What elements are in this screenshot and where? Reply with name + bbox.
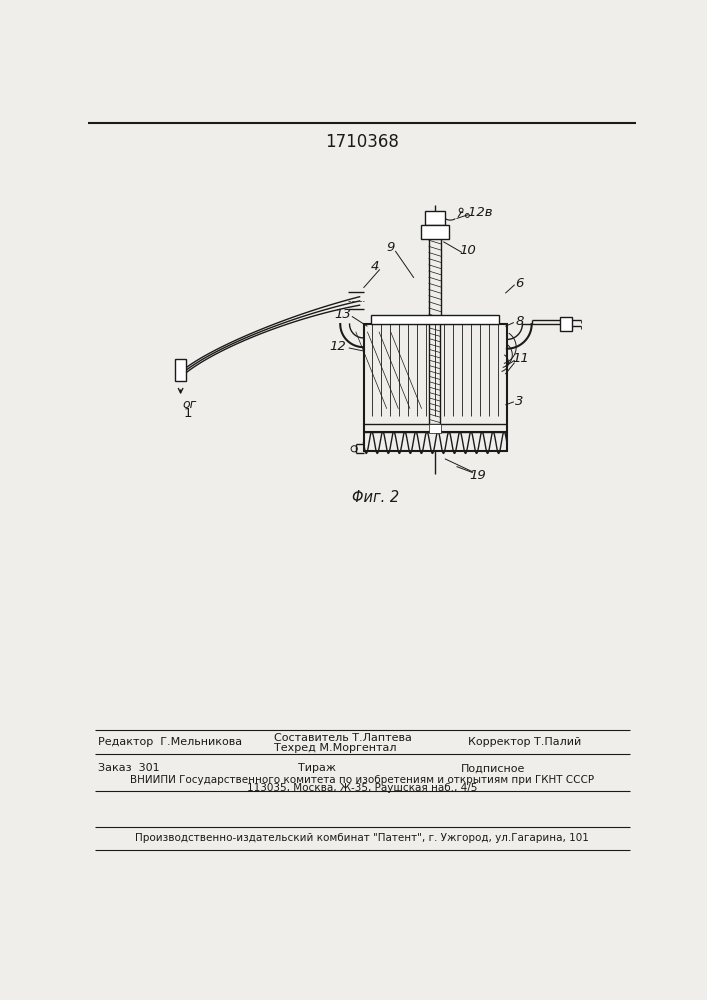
Text: Корректор Т.Палий: Корректор Т.Палий (468, 737, 581, 747)
Text: 1710368: 1710368 (325, 133, 399, 151)
Text: 9: 9 (387, 241, 395, 254)
Text: Редактор  Г.Мельникова: Редактор Г.Мельникова (98, 737, 242, 747)
Text: Φиг. 2: Φиг. 2 (351, 490, 399, 505)
Text: 19: 19 (469, 469, 486, 482)
Text: 13: 13 (334, 308, 351, 321)
Text: 3: 3 (515, 395, 523, 408)
Text: 8: 8 (515, 315, 523, 328)
Text: ог: ог (182, 398, 197, 411)
Bar (425, 211, 445, 225)
Text: ВНИИПИ Государственного комитета по изобретениям и открытиям при ГКНТ СССР: ВНИИПИ Государственного комитета по изоб… (130, 775, 594, 785)
Bar (371, 315, 499, 324)
Text: Техред М.Моргентал: Техред М.Моргентал (274, 743, 397, 753)
Text: 11: 11 (513, 352, 530, 365)
Text: 113035, Москва, Ж-35, Раушская наб., 4/5: 113035, Москва, Ж-35, Раушская наб., 4/5 (247, 783, 477, 793)
Text: 1: 1 (183, 407, 192, 420)
Text: Составитель Т.Лаптева: Составитель Т.Лаптева (274, 733, 412, 743)
Bar (421, 225, 449, 239)
Text: 10: 10 (460, 244, 477, 257)
Text: Подписное: Подписное (460, 763, 525, 773)
Bar (363, 324, 507, 451)
Text: Тираж: Тираж (298, 763, 336, 773)
Text: 12: 12 (329, 340, 346, 353)
Text: Производственно-издательский комбинат "Патент", г. Ужгород, ул.Гагарина, 101: Производственно-издательский комбинат "П… (135, 833, 589, 843)
Text: - 12в: - 12в (459, 206, 493, 219)
Bar (428, 424, 441, 433)
Text: 4: 4 (371, 260, 380, 273)
Text: Заказ  301: Заказ 301 (98, 763, 159, 773)
Bar (175, 359, 186, 381)
Text: 6: 6 (515, 277, 523, 290)
Bar (559, 317, 572, 331)
